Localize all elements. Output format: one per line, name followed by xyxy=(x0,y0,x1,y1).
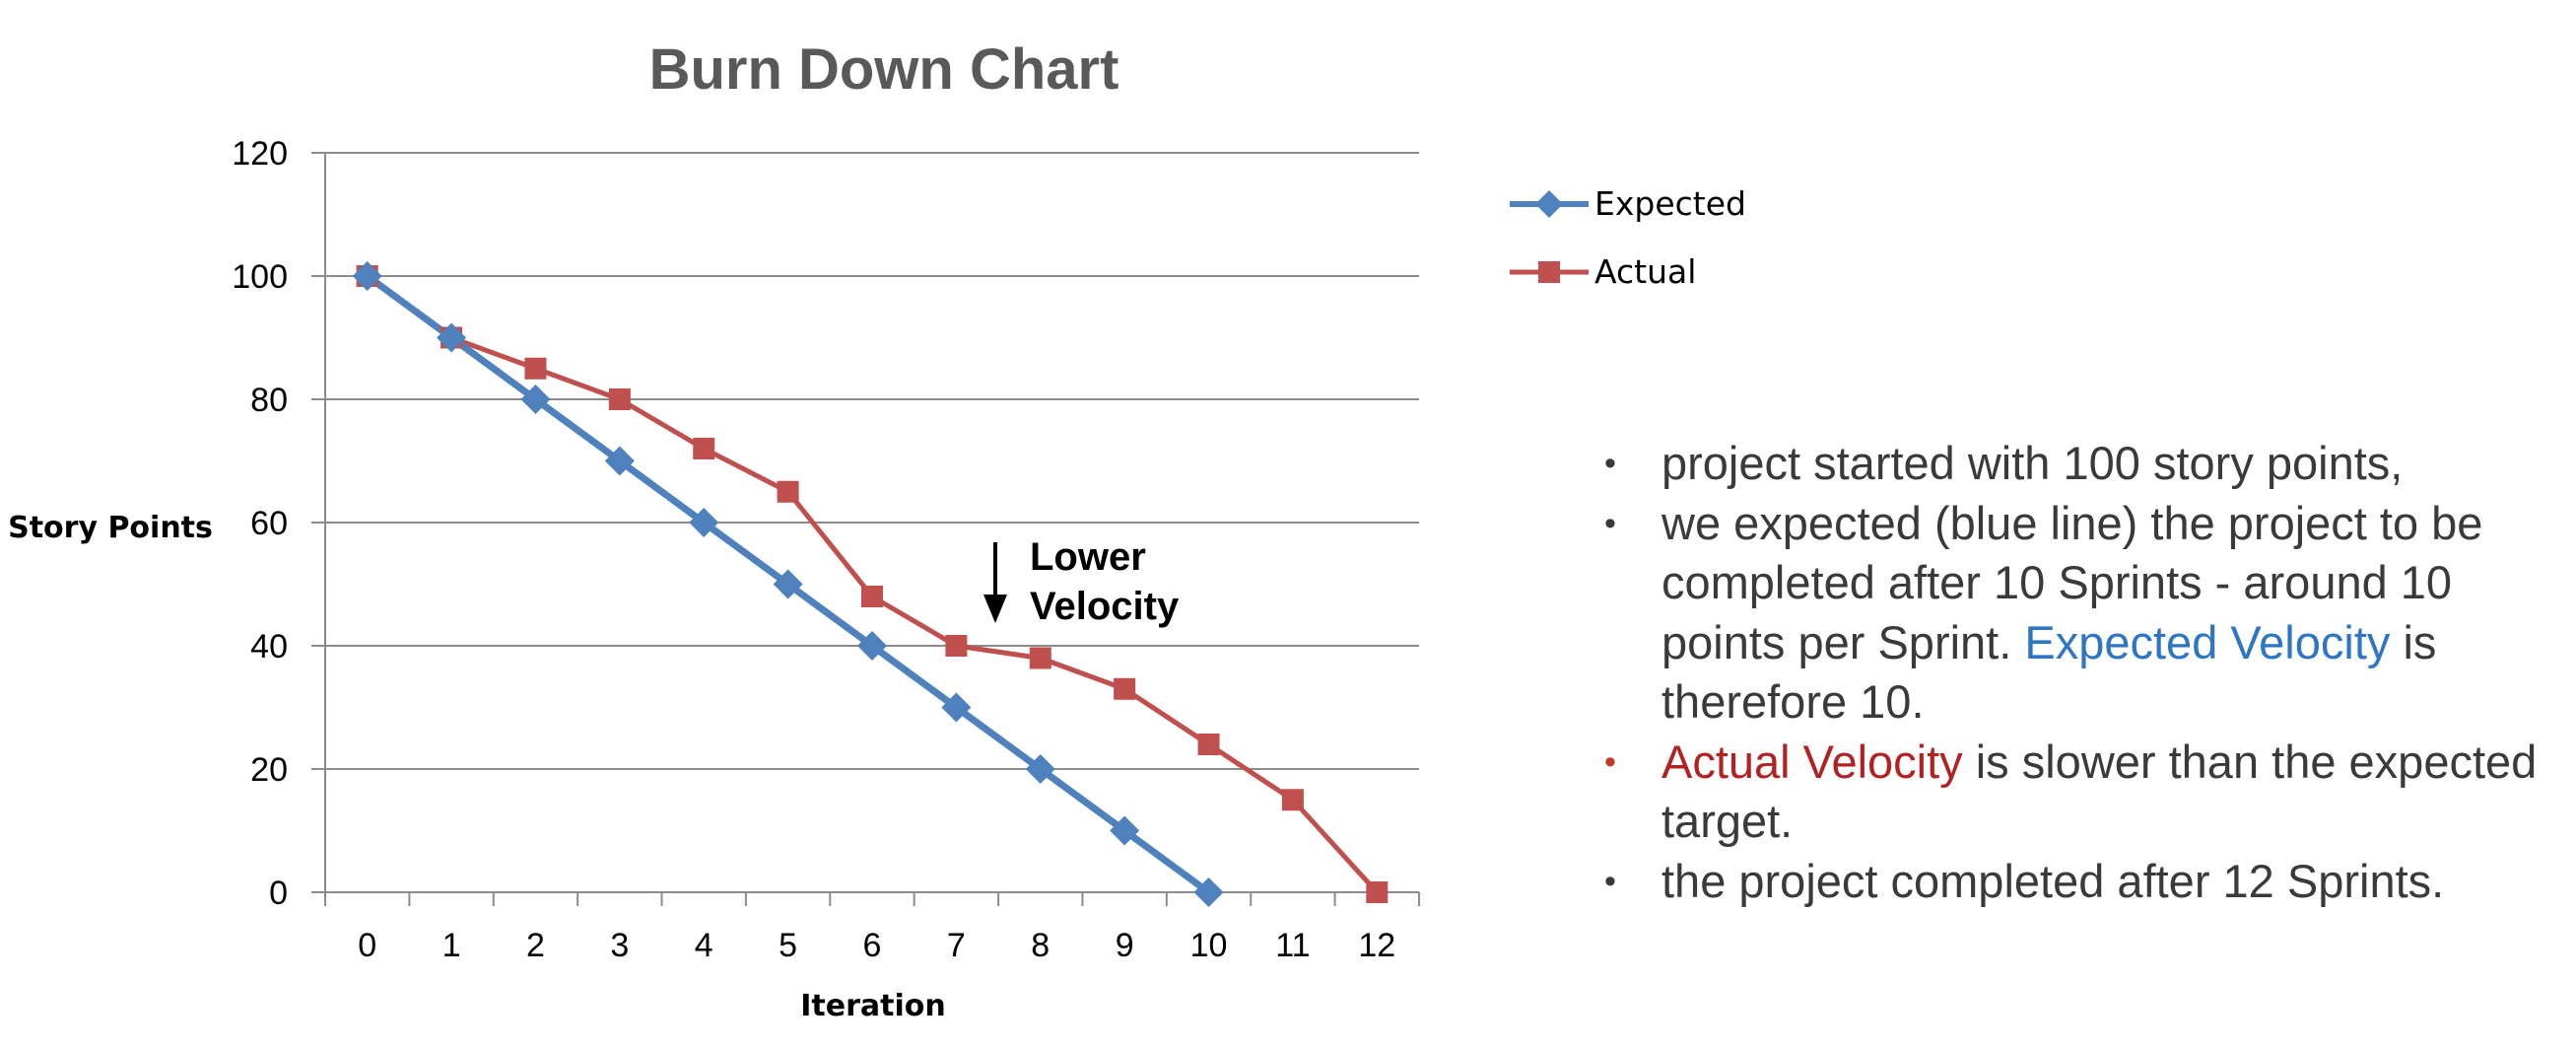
bullet-icon: • xyxy=(1604,742,1616,781)
x-axis-title: Iteration xyxy=(800,989,945,1023)
point-expected xyxy=(437,322,467,353)
point-expected xyxy=(941,692,972,723)
x-tick-label: 9 xyxy=(1116,927,1134,964)
series-lines xyxy=(365,273,1380,895)
point-actual xyxy=(693,438,715,459)
legend-actual-label: Actual xyxy=(1594,252,1696,291)
x-tick-label: 4 xyxy=(695,927,713,964)
y-tick-label: 120 xyxy=(232,135,288,173)
point-actual xyxy=(1197,734,1220,755)
gridlines xyxy=(325,152,1419,770)
note-text-tail: is slower than the expected target. xyxy=(1661,735,2538,848)
x-tick-label: 0 xyxy=(358,927,376,964)
x-tick-label: 5 xyxy=(779,927,797,964)
x-tick-label: 8 xyxy=(1031,927,1050,964)
note-item-2: • we expected (blue line) the project to… xyxy=(1596,494,2562,733)
y-axis-title: Story Points xyxy=(8,511,213,545)
note-text: project started with 100 story points, xyxy=(1661,437,2404,489)
series-line-actual xyxy=(366,273,1380,894)
x-tick-label: 11 xyxy=(1275,927,1310,964)
point-actual xyxy=(945,635,968,657)
annotation-line-1: Lower xyxy=(1030,535,1146,579)
y-tick-label: 0 xyxy=(269,875,288,912)
legend-actual-marker xyxy=(1538,261,1560,283)
legend: Expected Actual xyxy=(1510,184,1746,291)
note-item-1: • project started with 100 story points, xyxy=(1596,434,2562,494)
bullet-icon: • xyxy=(1604,445,1616,482)
lower-velocity-annotation: Lower Velocity xyxy=(983,535,1180,628)
y-tick-label: 20 xyxy=(250,751,288,789)
bullet-icon: • xyxy=(1604,504,1616,542)
y-tick-label: 100 xyxy=(232,258,288,296)
point-actual xyxy=(1366,881,1389,903)
x-tick-labels: 0 1 2 3 4 5 6 7 8 9 10 11 12 xyxy=(358,927,1395,964)
y-tick-label: 60 xyxy=(250,505,288,542)
note-text: we expected (blue line) the project to b… xyxy=(1661,496,2483,668)
expected-velocity-highlight: Expected Velocity xyxy=(2024,615,2391,668)
x-tick-label: 3 xyxy=(610,927,629,964)
point-actual xyxy=(1114,677,1136,700)
point-expected xyxy=(1110,815,1140,846)
chart-title: Burn Down Chart xyxy=(649,37,1119,102)
note-text-tail: is therefore 10. xyxy=(1661,615,2437,729)
point-actual xyxy=(1281,789,1304,811)
series-markers xyxy=(352,261,1389,907)
point-actual xyxy=(1029,647,1051,669)
point-expected xyxy=(1025,754,1055,784)
point-actual xyxy=(861,586,883,607)
notes-list: • project started with 100 story points,… xyxy=(1596,434,2562,911)
annotation-line-2: Velocity xyxy=(1030,585,1180,628)
note-text: the project completed after 12 Sprints. xyxy=(1661,854,2445,907)
y-tick-label: 80 xyxy=(250,382,288,419)
point-expected xyxy=(857,631,887,661)
y-tick-label: 40 xyxy=(250,628,288,666)
x-tick-label: 6 xyxy=(863,927,882,964)
x-tick-label: 2 xyxy=(526,927,545,964)
point-expected xyxy=(520,385,551,414)
bullet-icon: • xyxy=(1604,862,1616,900)
legend-expected-marker xyxy=(1535,190,1563,218)
y-tick-labels: 0 20 40 60 80 100 120 xyxy=(232,135,288,912)
note-item-4: • the project completed after 12 Sprints… xyxy=(1596,852,2562,912)
axes xyxy=(311,152,1420,906)
point-actual xyxy=(777,480,799,503)
x-tick-label: 7 xyxy=(947,927,966,964)
down-arrow-icon xyxy=(983,595,1007,623)
note-item-3: • Actual Velocity is slower than the exp… xyxy=(1596,733,2562,852)
legend-expected-label: Expected xyxy=(1594,184,1746,223)
x-tick-label: 12 xyxy=(1358,927,1395,964)
point-expected xyxy=(689,508,719,537)
x-tick-label: 10 xyxy=(1190,927,1228,964)
point-expected xyxy=(773,569,803,599)
actual-velocity-highlight: Actual Velocity xyxy=(1661,735,1963,788)
x-tick-label: 1 xyxy=(442,927,461,964)
point-expected xyxy=(352,261,382,291)
point-actual xyxy=(608,388,631,410)
point-expected xyxy=(1193,877,1224,907)
point-expected xyxy=(604,446,635,476)
point-actual xyxy=(524,357,547,380)
